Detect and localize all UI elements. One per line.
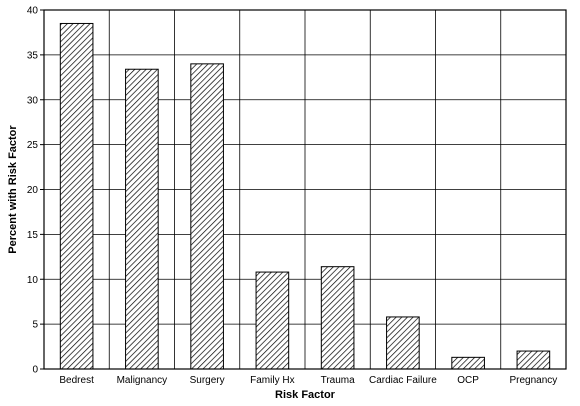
y-tick-label-1: 5 <box>32 320 38 331</box>
bars-group <box>59 22 551 370</box>
y-axis-title: Percent with Risk Factor <box>7 125 19 254</box>
y-axis: 0 5 10 15 20 25 30 35 40 <box>27 6 44 376</box>
y-tick-label-7: 35 <box>27 50 39 61</box>
bar-family-hx <box>255 271 290 370</box>
y-tick-label-5: 25 <box>27 140 39 151</box>
y-tick-label-0: 0 <box>32 365 38 376</box>
bar-trauma <box>320 266 355 370</box>
grid <box>44 9 566 370</box>
x-tick-label-1: Malignancy <box>117 375 168 386</box>
plot-frame <box>43 9 567 370</box>
y-tick-label-4: 20 <box>27 185 39 196</box>
bar-malignancy <box>125 68 159 370</box>
bar-bedrest <box>59 22 94 370</box>
y-tick-label-2: 10 <box>27 275 39 286</box>
x-tick-label-5: Cardiac Failure <box>369 375 437 386</box>
bar-cardiac-failure <box>386 316 420 370</box>
bar-ocp <box>451 356 485 370</box>
bar-pregnancy <box>516 350 551 370</box>
bar-surgery <box>190 63 224 370</box>
y-tick-label-3: 15 <box>27 230 39 241</box>
x-tick-label-4: Trauma <box>321 375 356 386</box>
x-tick-label-0: Bedrest <box>59 375 94 386</box>
x-tick-label-3: Family Hx <box>250 375 294 386</box>
x-axis: Bedrest Malignancy Surgery Family Hx Trauma C… <box>59 375 557 386</box>
y-tick-label-6: 30 <box>27 95 39 106</box>
y-tick-label-8: 40 <box>27 6 39 17</box>
x-tick-label-7: Pregnancy <box>509 375 557 386</box>
x-tick-label-6: OCP <box>457 375 479 386</box>
x-axis-title: Risk Factor <box>275 389 336 401</box>
x-tick-label-2: Surgery <box>190 375 225 386</box>
